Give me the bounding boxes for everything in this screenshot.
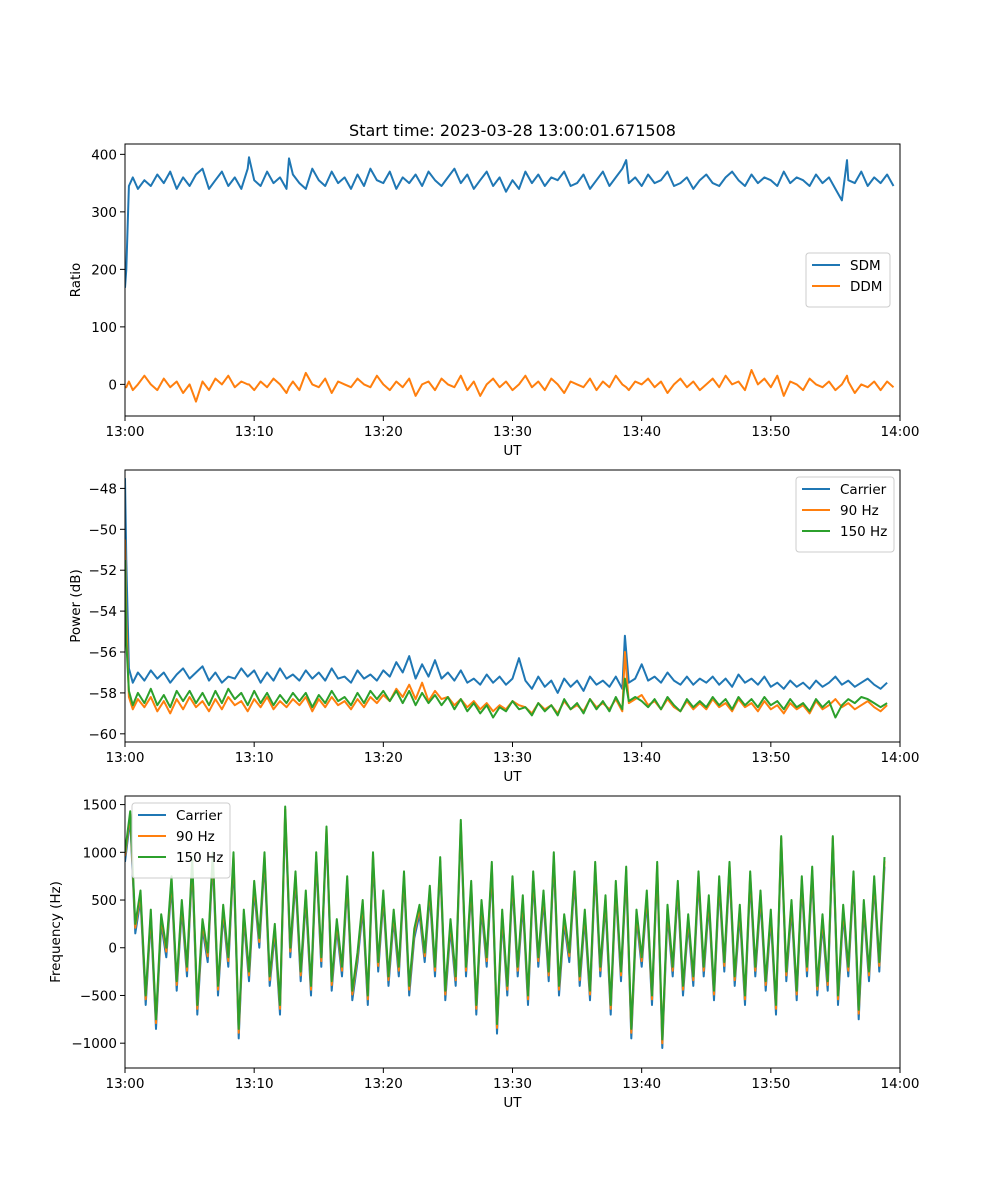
y-tick-label: −58	[89, 686, 118, 702]
legend-label-150-hz: 150 Hz	[840, 524, 887, 540]
legend: Carrier 90 Hz 150 Hz	[795, 476, 895, 553]
y-tick-label: −52	[89, 563, 118, 579]
legend-box	[805, 252, 891, 308]
x-tick-label: 13:10	[235, 1076, 274, 1092]
x-tick-label: 14:00	[881, 750, 920, 766]
y-tick-label: 1000	[83, 845, 117, 861]
legend-box	[795, 476, 895, 553]
x-tick-label: 13:50	[751, 1076, 790, 1092]
x-tick-label: 13:40	[622, 1076, 661, 1092]
x-tick-label: 14:00	[881, 1076, 920, 1092]
series-group	[125, 156, 895, 403]
legend-label-90-hz: 90 Hz	[840, 503, 879, 519]
chart-power: 13:00 13:10 13:20 13:30 13:40 13:50 14:00 −60 −5…	[68, 469, 920, 785]
x-tick-label: 13:40	[622, 424, 661, 440]
legend-label-90-hz: 90 Hz	[176, 829, 215, 845]
legend-label-carrier: Carrier	[840, 482, 887, 498]
legend: Carrier 90 Hz 150 Hz	[131, 802, 231, 879]
series-line-150-hz	[125, 805, 886, 1041]
series-line-carrier	[125, 478, 888, 694]
y-tick-label: 400	[91, 147, 117, 163]
y-tick-label: 0	[108, 377, 117, 393]
axes-frame	[124, 143, 901, 417]
legend-label-ddm: DDM	[850, 279, 882, 295]
x-tick-label: 13:00	[106, 750, 145, 766]
x-tick-label: 13:20	[364, 750, 403, 766]
legend-label-sdm: SDM	[850, 258, 881, 274]
y-tick-label: −56	[89, 645, 118, 661]
x-tick-label: 13:50	[751, 750, 790, 766]
x-tick-label: 13:10	[235, 750, 274, 766]
x-tick-label: 13:00	[106, 424, 145, 440]
legend-box	[131, 802, 231, 879]
x-axis-label: UT	[503, 443, 522, 459]
x-tick-label: 13:10	[235, 424, 274, 440]
y-tick-label: −1000	[71, 1036, 117, 1052]
series-group	[125, 478, 888, 719]
chart-ratio: 13:00 13:10 13:20 13:30 13:40 13:50 14:00 0 100 2…	[68, 143, 920, 459]
x-tick-label: 13:20	[364, 424, 403, 440]
y-axis-label: Power (dB)	[68, 569, 84, 642]
y-tick-label: −48	[89, 481, 118, 497]
legend-label-150-hz: 150 Hz	[176, 850, 223, 866]
y-tick-label: 100	[91, 320, 117, 336]
x-tick-label: 13:30	[493, 1076, 532, 1092]
x-tick-label: 13:30	[493, 424, 532, 440]
y-tick-label: 1500	[83, 798, 117, 814]
y-tick-label: 0	[108, 941, 117, 957]
series-line-ddm	[125, 369, 895, 403]
x-tick-label: 13:30	[493, 750, 532, 766]
y-tick-label: −54	[89, 604, 118, 620]
x-tick-label: 13:00	[106, 1076, 145, 1092]
y-tick-label: 200	[91, 262, 117, 278]
y-axis-label: Ratio	[68, 263, 84, 298]
y-tick-label: −500	[80, 988, 117, 1004]
series-line-150-hz	[125, 559, 888, 719]
series-line-90-hz	[125, 539, 888, 715]
chart-frequency: 13:00 13:10 13:20 13:30 13:40 13:50 14:00 −1000…	[48, 795, 920, 1111]
y-axis-label: Frequency (Hz)	[48, 881, 64, 983]
x-axis-label: UT	[503, 769, 522, 785]
x-tick-label: 13:20	[364, 1076, 403, 1092]
figure-title: Start time: 2023-03-28 13:00:01.671508	[349, 121, 676, 140]
series-line-sdm	[125, 156, 895, 288]
legend: SDM DDM	[805, 252, 891, 308]
series-group	[125, 805, 886, 1049]
y-tick-label: 300	[91, 205, 117, 221]
x-axis-label: UT	[503, 1095, 522, 1111]
y-tick-label: −50	[89, 522, 118, 538]
legend-label-carrier: Carrier	[176, 808, 223, 824]
y-tick-label: 500	[91, 893, 117, 909]
x-tick-label: 14:00	[881, 424, 920, 440]
x-tick-label: 13:40	[622, 750, 661, 766]
y-tick-label: −60	[89, 727, 118, 743]
x-tick-label: 13:50	[751, 424, 790, 440]
